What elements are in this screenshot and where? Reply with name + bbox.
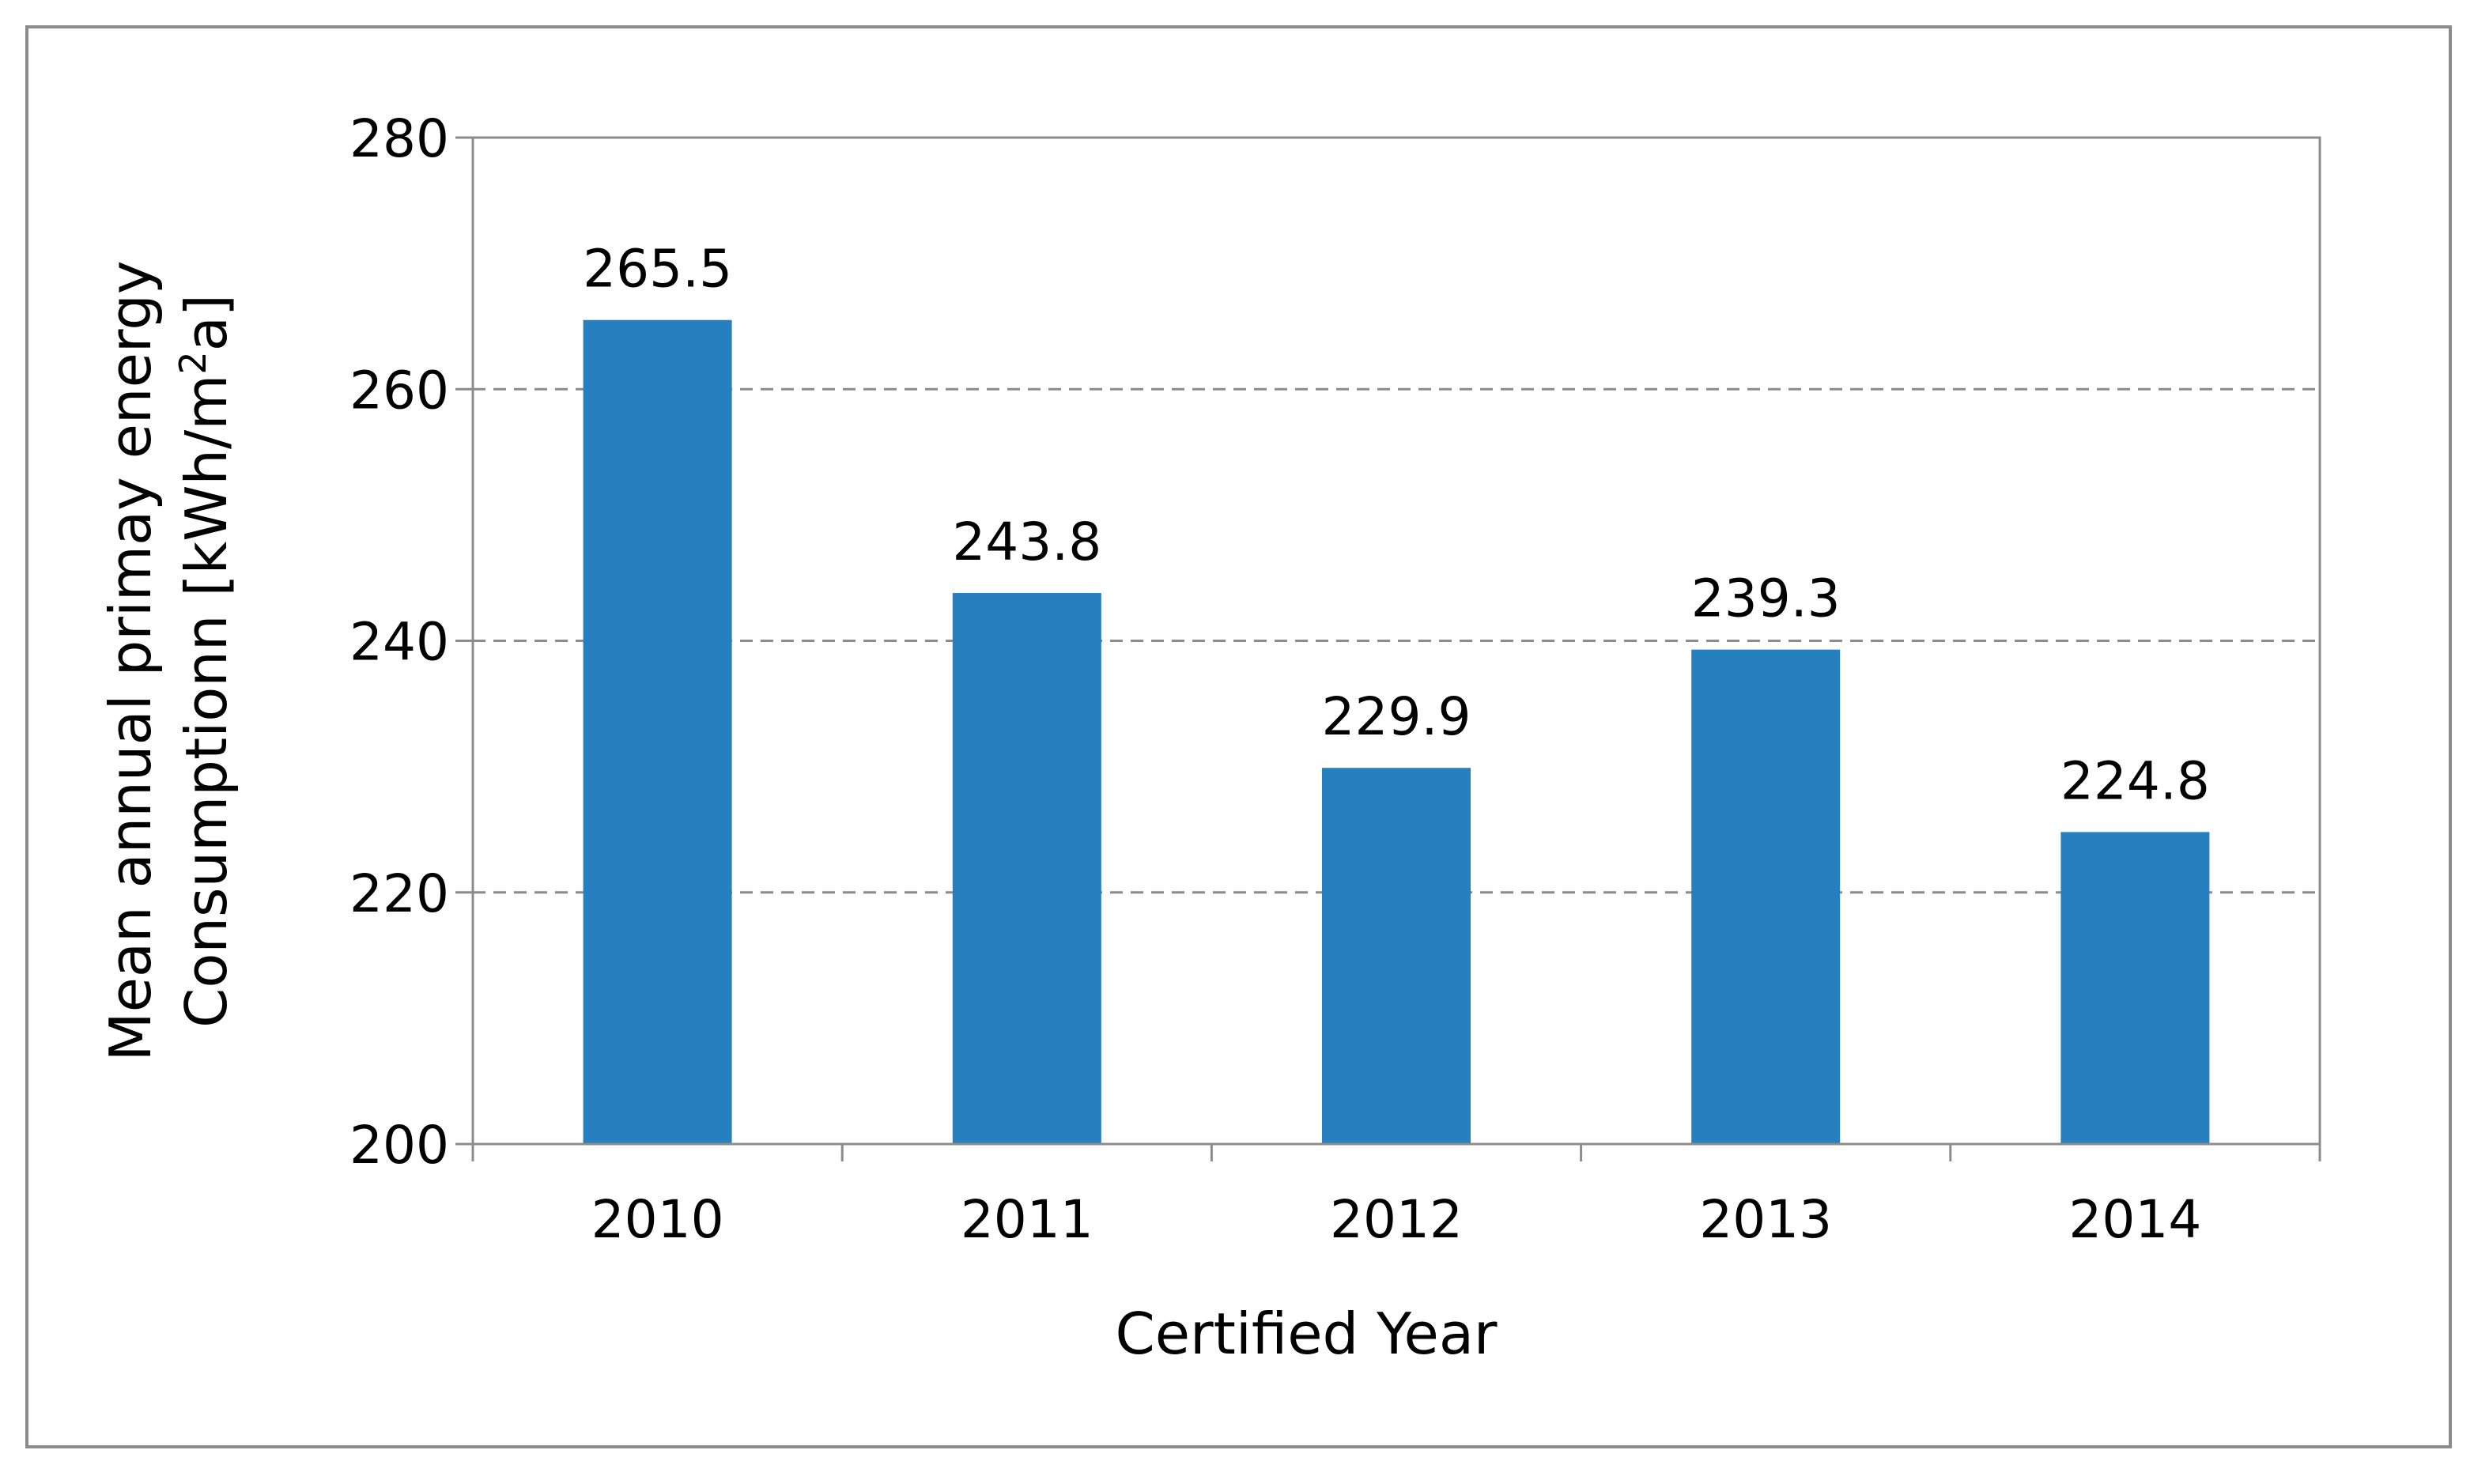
y-tick-label: 220	[349, 863, 449, 924]
x-tick-label-2014: 2014	[2068, 1189, 2201, 1250]
y-tick-label: 280	[349, 108, 449, 169]
x-tick-label-2010: 2010	[591, 1189, 724, 1250]
x-tick-label-2012: 2012	[1330, 1189, 1463, 1250]
x-tick-label-2013: 2013	[1699, 1189, 1832, 1250]
data-label-2013: 239.3	[1691, 568, 1841, 629]
data-label-2010: 265.5	[583, 239, 732, 300]
bars	[583, 319, 2210, 1145]
bar-2011	[952, 593, 1101, 1144]
axes: 200 220 240 260 280 2010 2011 2012 2013 2014	[349, 108, 2321, 1250]
chart-frame	[25, 25, 2452, 1448]
y-axis-title-line2-suffix: a]	[173, 294, 240, 351]
y-tick-label: 260	[349, 360, 449, 421]
y-axis-title-line2-prefix: Consumptionn [kWh/m	[173, 375, 240, 1028]
bar-2014	[2060, 832, 2210, 1144]
y-axis-title-line1: Mean annual primay energy	[97, 260, 164, 1061]
bar-2010	[583, 319, 732, 1145]
data-labels: 265.5 243.8 229.9 239.3 224.8	[583, 239, 2210, 812]
data-label-2011: 243.8	[952, 512, 1101, 572]
y-axis-title: Mean annual primay energy Consumptionn […	[97, 260, 240, 1061]
y-axis-title-superscript: 2	[172, 351, 214, 374]
x-axis-title: Certified Year	[1115, 1301, 1497, 1367]
x-tick-label-2011: 2011	[961, 1189, 1093, 1250]
data-label-2012: 229.9	[1322, 686, 1471, 747]
y-tick-label: 200	[349, 1115, 449, 1176]
bar-2013	[1691, 649, 1841, 1144]
bar-2012	[1322, 768, 1471, 1144]
y-axis-title-line2: Consumptionn [kWh/m2a]	[172, 294, 240, 1028]
data-label-2014: 224.8	[2060, 750, 2210, 811]
y-tick-label: 240	[349, 612, 449, 673]
